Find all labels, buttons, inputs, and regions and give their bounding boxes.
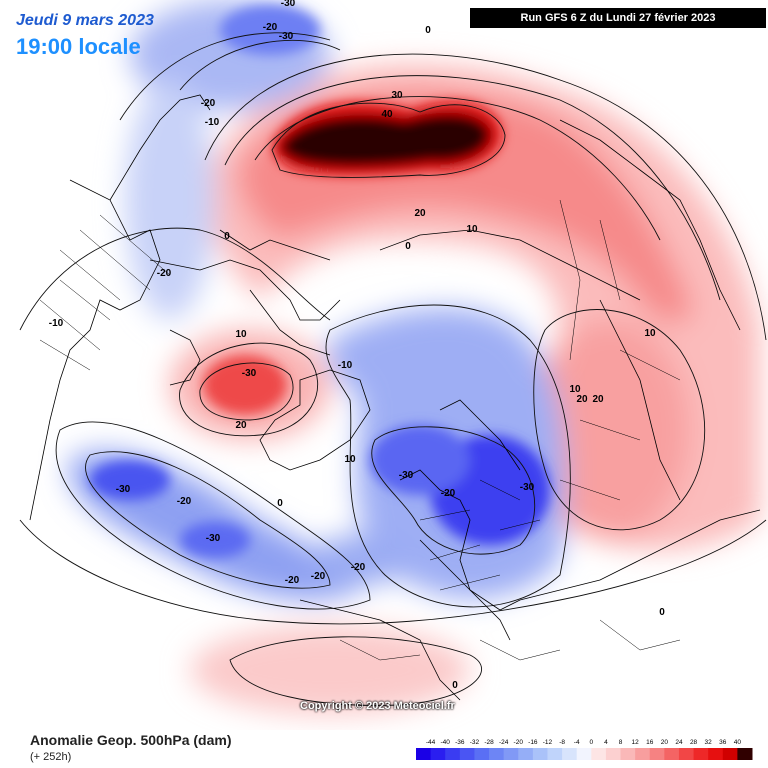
scale-tick-label: -40 — [441, 739, 451, 746]
anomaly-map: -30 -20 -30 -20 -20 -10 0 30 40 20 10 0 … — [19, 0, 767, 715]
contour-label: -30 — [520, 482, 535, 493]
scale-swatch — [532, 748, 548, 760]
scale-tick-label: 32 — [705, 739, 713, 746]
forecast-lead-time: (+ 252h) — [30, 751, 72, 763]
contour-label: -20 — [263, 22, 278, 33]
scale-swatch — [416, 748, 432, 760]
scale-swatch — [635, 748, 651, 760]
contour-labels: -30 -20 -30 -20 -20 -10 0 30 40 20 10 0 … — [49, 0, 665, 691]
contour-label: 0 — [452, 680, 458, 691]
contour-label: 10 — [644, 328, 656, 339]
scale-tick-label: 40 — [734, 739, 742, 746]
contour-label: -20 — [177, 496, 192, 507]
scale-swatch — [649, 748, 665, 760]
contour-label: -30 — [279, 31, 294, 42]
scale-tick-label: -12 — [543, 739, 553, 746]
scale-swatch — [591, 748, 607, 760]
scale-tick-label: -16 — [528, 739, 538, 746]
scale-swatch — [489, 748, 505, 760]
contour-label: -30 — [206, 533, 221, 544]
map-title: Anomalie Geop. 500hPa (dam) — [30, 732, 232, 748]
forecast-time: 19:00 locale — [16, 34, 141, 59]
scale-swatch — [430, 748, 446, 760]
contour-label: 0 — [405, 241, 411, 252]
scale-tick-label: -32 — [470, 739, 480, 746]
contour-label: 10 — [466, 224, 478, 235]
model-run-label: Run GFS 6 Z du Lundi 27 février 2023 — [470, 8, 766, 28]
contour-label: 0 — [659, 607, 665, 618]
contour-label: 0 — [224, 231, 230, 242]
scale-swatch — [620, 748, 636, 760]
scale-tick-label: 20 — [661, 739, 669, 746]
copyright-text: Copyright © 2023 Meteociel.fr — [300, 700, 455, 712]
scale-swatch — [474, 748, 490, 760]
contour-label: -20 — [311, 571, 326, 582]
scale-swatch — [722, 748, 738, 760]
contour-label: -30 — [242, 368, 257, 379]
scale-tick-label: -28 — [484, 739, 494, 746]
scale-swatch — [664, 748, 680, 760]
contour-label: -10 — [49, 318, 64, 329]
contour-label: -10 — [338, 360, 353, 371]
scale-swatch — [737, 748, 753, 760]
contour-label: -20 — [441, 488, 456, 499]
scale-tick-label: -4 — [574, 739, 580, 746]
contour-label: 20 — [576, 394, 588, 405]
scale-swatch — [708, 748, 724, 760]
scale-swatch — [576, 748, 592, 760]
scale-swatch — [503, 748, 519, 760]
scale-tick-label: 16 — [646, 739, 654, 746]
scale-tick-label: 8 — [619, 739, 623, 746]
contour-label: 10 — [235, 329, 247, 340]
scale-tick-label: 28 — [690, 739, 698, 746]
contour-label: -20 — [351, 562, 366, 573]
forecast-date: Jeudi 9 mars 2023 — [16, 12, 154, 29]
contour-label: 10 — [569, 384, 581, 395]
scale-swatch — [678, 748, 695, 760]
scale-tick-label: 36 — [719, 739, 727, 746]
contour-label: 0 — [277, 498, 283, 509]
scale-swatch — [605, 748, 622, 760]
color-scale: -44 -40 -36 -32 -28 -24 -20 -16 -12 -8 -4 0 4 8 12 16 20… — [416, 739, 753, 760]
contour-label: 20 — [235, 420, 247, 431]
contour-label: -30 — [116, 484, 131, 495]
scale-tick-label: -24 — [499, 739, 509, 746]
contour-label: 10 — [344, 454, 356, 465]
scale-tick-label: -36 — [455, 739, 465, 746]
scale-swatch — [445, 748, 461, 760]
contour-label: 30 — [391, 90, 403, 101]
scale-swatch — [518, 748, 534, 760]
scale-tick-label: 24 — [675, 739, 683, 746]
coastlines — [29, 94, 761, 701]
scale-tick-label: 0 — [589, 739, 593, 746]
scale-swatch — [547, 748, 563, 760]
contour-label: 20 — [592, 394, 604, 405]
contour-label: -20 — [157, 268, 172, 279]
scale-tick-label: -8 — [559, 739, 565, 746]
scale-swatch — [459, 748, 475, 760]
contour-label: -30 — [399, 470, 414, 481]
contour-label: 20 — [414, 208, 426, 219]
contour-label: -20 — [285, 575, 300, 586]
scale-tick-label: 4 — [604, 739, 608, 746]
scale-swatch — [562, 748, 578, 760]
contour-lines — [19, 32, 767, 706]
country-borders — [39, 199, 681, 661]
scale-tick-label: -44 — [426, 739, 436, 746]
contour-label: 0 — [425, 25, 431, 36]
contour-label: 40 — [381, 109, 393, 120]
scale-tick-label: 12 — [632, 739, 640, 746]
scale-swatch — [693, 748, 709, 760]
scale-tick-label: -20 — [514, 739, 524, 746]
contour-label: -30 — [281, 0, 296, 9]
contour-label: -20 — [201, 98, 216, 109]
contour-label: -10 — [205, 117, 220, 128]
